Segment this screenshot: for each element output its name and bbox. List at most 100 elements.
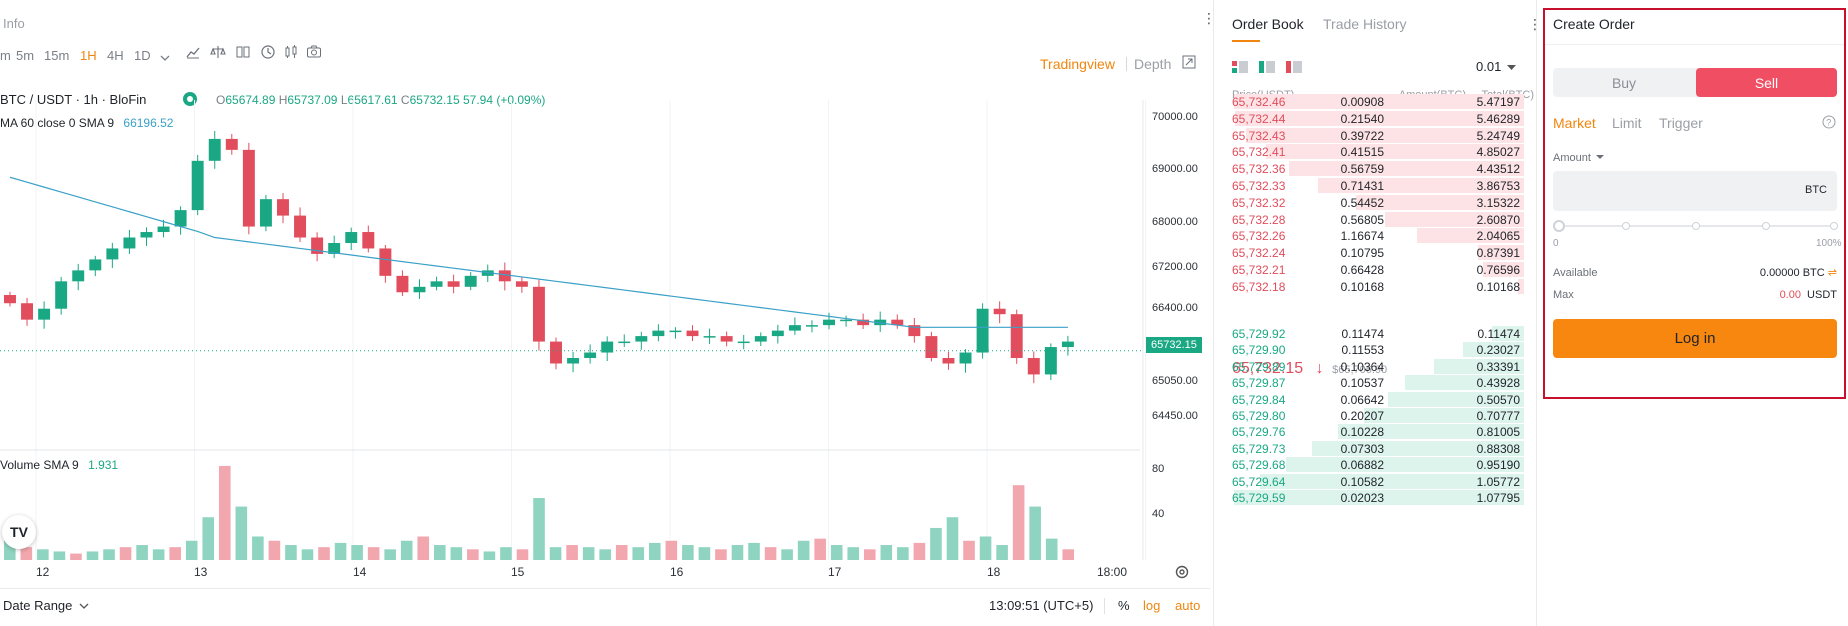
time-tick: 14 [353, 565, 367, 579]
help-icon[interactable]: ? [1822, 115, 1836, 132]
amount-field[interactable]: BTC [1553, 171, 1837, 211]
volume-bar [103, 549, 115, 560]
ask-row[interactable]: 65,732.41 0.41515 4.85027 [1228, 144, 1524, 160]
high-value: 65737.09 [287, 93, 338, 107]
ask-row[interactable]: 65,732.44 0.21540 5.46289 [1228, 110, 1524, 127]
bid-row[interactable]: 65,729.84 0.06642 0.50570 [1228, 391, 1524, 408]
order-type-trigger[interactable]: Trigger [1659, 115, 1703, 131]
ask-row[interactable]: 65,732.36 0.56759 4.43512 [1228, 161, 1524, 177]
bid-row[interactable]: 65,729.59 0.02023 1.07795 [1228, 490, 1524, 506]
candle-body [720, 336, 733, 342]
timeframe-1h[interactable]: 1H [80, 48, 97, 63]
timeframe-m[interactable]: m [0, 48, 11, 63]
bid-depth-bar [1463, 342, 1524, 358]
view-tradingview[interactable]: Tradingview [1040, 56, 1115, 72]
timeframe-5m[interactable]: 5m [16, 48, 35, 63]
compare-icon[interactable] [235, 44, 251, 60]
bid-row[interactable]: 65,729.64 0.10582 1.05772 [1228, 473, 1524, 490]
bid-total: 1.05772 [1476, 474, 1520, 489]
candle-body [908, 325, 921, 337]
indicators-scale-icon[interactable] [210, 44, 226, 60]
chart-menu-icon[interactable]: ⋮ [1202, 10, 1216, 26]
ask-row[interactable]: 65,732.28 0.56805 2.60870 [1228, 211, 1524, 228]
slider-thumb[interactable] [1553, 220, 1565, 232]
bid-row[interactable]: 65,729.80 0.20207 0.70777 [1228, 408, 1524, 424]
bid-total: 0.95190 [1476, 458, 1520, 473]
bid-row[interactable]: 65,729.87 0.10537 0.43928 [1228, 375, 1524, 391]
ask-row[interactable]: 65,732.32 0.54452 3.15322 [1228, 194, 1524, 211]
log-scale-toggle[interactable]: log [1143, 598, 1161, 613]
chart-type-line-icon[interactable] [185, 44, 201, 60]
camera-icon[interactable] [306, 44, 322, 60]
login-button[interactable]: Log in [1553, 319, 1837, 358]
order-book-menu-icon[interactable]: ⋮ [1528, 16, 1542, 32]
book-view-bids-icon[interactable] [1259, 60, 1275, 77]
ask-row[interactable]: 65,732.33 0.71431 3.86753 [1228, 178, 1524, 194]
bid-row[interactable]: 65,729.90 0.11553 0.23027 [1228, 342, 1524, 358]
tab-order-book[interactable]: Order Book [1232, 16, 1304, 32]
chart-pane: Info ⋮ m 5m 15m 1H 4H 1D Tradingview Dep… [0, 10, 1216, 614]
volume-value: 1.931 [88, 458, 119, 472]
ask-row[interactable]: 65,732.21 0.66428 0.76596 [1228, 262, 1524, 278]
bid-row[interactable]: 65,729.68 0.06882 0.95190 [1228, 457, 1524, 473]
view-depth[interactable]: Depth [1134, 56, 1172, 72]
bid-depth-bar [1260, 473, 1524, 489]
amount-label[interactable]: Amount [1553, 152, 1604, 164]
candle-body [669, 330, 682, 333]
candles-icon[interactable] [283, 44, 299, 60]
percent-scale-toggle[interactable]: % [1118, 598, 1130, 613]
book-view-asks-icon[interactable] [1286, 60, 1302, 77]
candle-body [584, 352, 597, 359]
sell-button[interactable]: Sell [1696, 68, 1837, 97]
slider-mark-50[interactable] [1692, 222, 1700, 230]
timeframe-1d[interactable]: 1D [134, 48, 151, 63]
volume-bar [70, 553, 82, 560]
auto-scale-toggle[interactable]: auto [1175, 598, 1201, 613]
date-range-button[interactable]: Date Range [3, 598, 89, 613]
price-chart[interactable] [0, 100, 1210, 560]
ask-amount: 0.56759 [1340, 162, 1384, 177]
volume-bar [483, 551, 496, 560]
candle-body [686, 330, 699, 337]
fullscreen-icon[interactable] [1182, 55, 1196, 72]
timeframe-15m[interactable]: 15m [44, 48, 70, 63]
tradingview-logo[interactable]: TV [2, 515, 36, 549]
volume-bar [37, 549, 49, 560]
book-view-both-icon[interactable] [1232, 60, 1248, 77]
slider-mark-75[interactable] [1762, 222, 1770, 230]
transfer-icon[interactable]: ⇌ [1827, 267, 1837, 279]
volume-bar [549, 547, 562, 560]
bid-row[interactable]: 65,729.76 0.10228 0.81005 [1228, 424, 1524, 440]
chart-info-title: Info [3, 16, 25, 31]
bid-total: 0.33391 [1476, 359, 1520, 374]
create-order-title: Create Order [1553, 16, 1635, 32]
precision-select[interactable]: 0.01 [1476, 59, 1516, 74]
ask-row[interactable]: 65,732.43 0.39722 5.24749 [1228, 127, 1524, 144]
candle-body [635, 336, 648, 342]
chart-settings-gear-icon[interactable] [1174, 564, 1190, 583]
ask-row[interactable]: 65,732.24 0.10795 0.87391 [1228, 245, 1524, 261]
timeframe-4h[interactable]: 4H [107, 48, 124, 63]
precision-value: 0.01 [1476, 59, 1502, 74]
tab-trade-history[interactable]: Trade History [1323, 16, 1407, 32]
slider-mark-100[interactable] [1830, 222, 1838, 230]
bid-row[interactable]: 65,729.92 0.11474 0.11474 [1228, 326, 1524, 342]
order-type-market[interactable]: Market [1553, 115, 1596, 131]
buy-button[interactable]: Buy [1553, 68, 1695, 97]
bid-row[interactable]: 65,729.89 0.10364 0.33391 [1228, 358, 1524, 375]
timeframe-chevron-down-icon[interactable] [160, 50, 170, 65]
volume-bar [533, 498, 545, 560]
bid-row[interactable]: 65,729.73 0.07303 0.88308 [1228, 440, 1524, 457]
slider-mark-25[interactable] [1622, 222, 1630, 230]
bid-amount: 0.10537 [1340, 376, 1384, 391]
bid-amount: 0.11553 [1341, 343, 1385, 358]
ask-row[interactable]: 65,732.18 0.10168 0.10168 [1228, 278, 1524, 295]
time-tick: 17 [828, 565, 842, 579]
order-type-limit[interactable]: Limit [1612, 115, 1642, 131]
ask-row[interactable]: 65,732.46 0.00908 5.47197 [1228, 94, 1524, 110]
ask-row[interactable]: 65,732.26 1.16674 2.04065 [1228, 228, 1524, 244]
ask-depth-bar [1483, 262, 1524, 277]
bid-price: 65,729.59 [1232, 491, 1286, 505]
candle-body [567, 358, 580, 364]
clock-icon[interactable] [260, 44, 276, 60]
